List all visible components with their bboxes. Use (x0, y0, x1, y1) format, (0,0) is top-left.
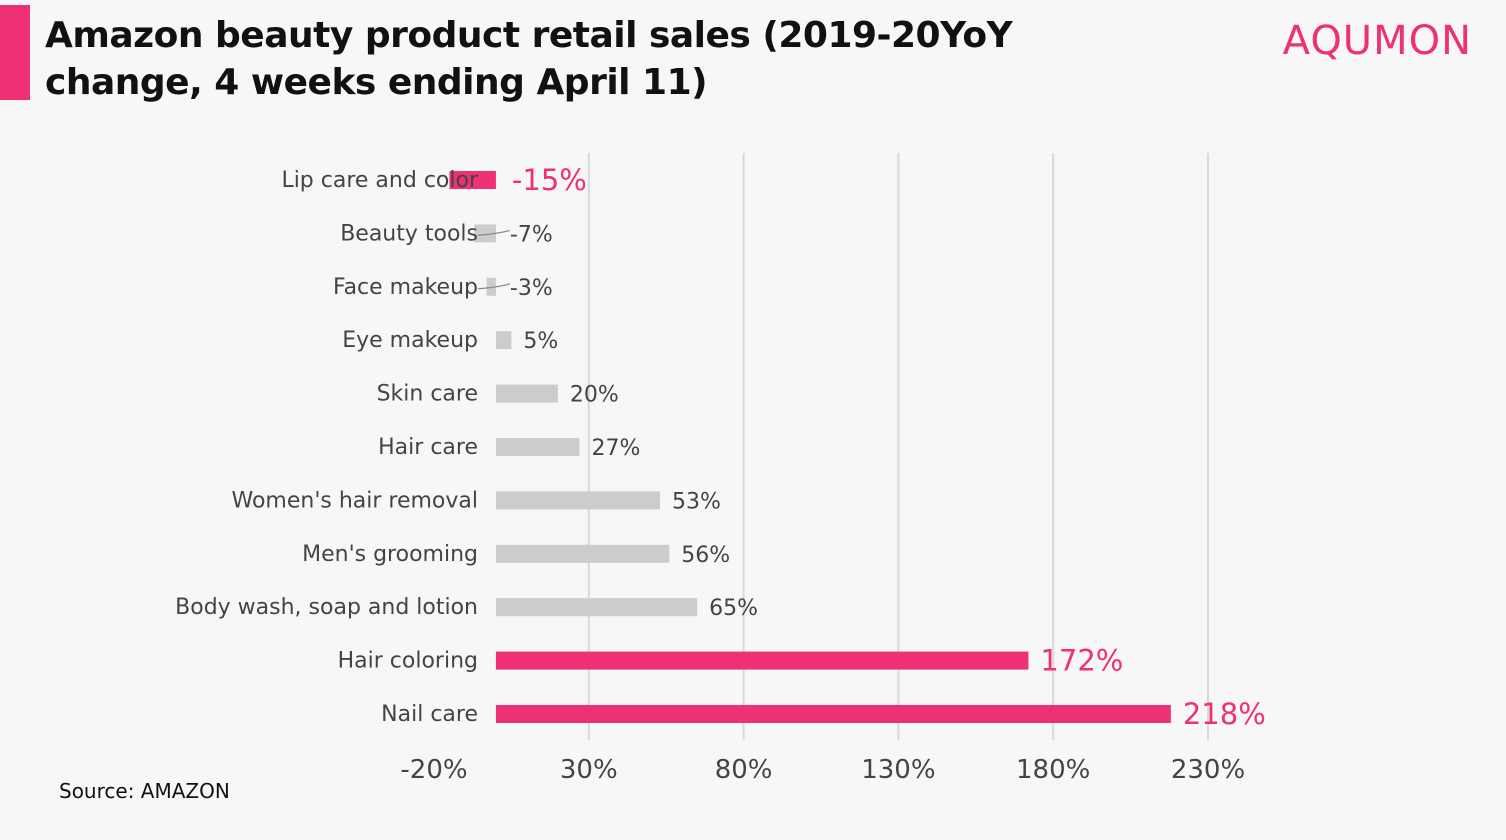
gridlines (587, 153, 1209, 740)
value-label: 65% (709, 596, 758, 621)
bar (495, 544, 670, 563)
category-label: Eye makeup (342, 328, 478, 353)
chart-title: Amazon beauty product retail sales (2019… (45, 15, 1013, 103)
category-labels: Lip care and color Beauty tools Face makeu… (175, 168, 479, 727)
value-label: 56% (681, 543, 730, 568)
bar (449, 171, 496, 189)
x-axis-ticks: -20% 30% 80% 130% 180% 230% (400, 755, 1245, 785)
category-label: Men's grooming (302, 542, 478, 567)
value-label: 172% (1040, 644, 1123, 678)
bar (495, 651, 1029, 670)
category-label: Skin care (377, 382, 478, 407)
bars (449, 171, 1171, 723)
category-label: Lip care and color (281, 168, 479, 193)
brand-logo: AQUMON (1282, 18, 1472, 64)
value-labels: -15% -7% -3% 5% 20% 27% 53% 56% 65% 172% 218% (477, 163, 1266, 731)
leader-line (477, 283, 511, 290)
x-tick-label: 30% (560, 755, 618, 785)
x-tick-label: 230% (1171, 755, 1245, 785)
x-tick-label: 130% (861, 755, 935, 785)
category-label: Women's hair removal (231, 488, 478, 513)
x-tick-label: -20% (400, 755, 467, 785)
title-accent-bar (0, 5, 30, 100)
value-label: -15% (512, 163, 587, 197)
value-label: 53% (672, 489, 721, 514)
bar (495, 598, 698, 617)
value-label: -7% (510, 222, 553, 247)
value-label: 218% (1183, 697, 1266, 731)
value-label: 5% (523, 329, 558, 354)
bar (495, 331, 512, 350)
category-label: Beauty tools (340, 221, 478, 246)
category-label: Body wash, soap and lotion (175, 595, 478, 620)
category-label: Hair care (378, 435, 478, 460)
source-note: Source: AMAZON (59, 779, 230, 803)
x-tick-label: 180% (1016, 755, 1090, 785)
x-tick-label: 80% (715, 755, 773, 785)
value-label: 27% (592, 436, 641, 461)
value-label: -3% (510, 276, 553, 301)
leader-line (477, 229, 511, 236)
category-label: Nail care (381, 702, 478, 727)
value-label: 20% (570, 383, 619, 408)
category-label: Hair coloring (338, 649, 478, 674)
bar (474, 224, 496, 243)
category-label: Face makeup (333, 275, 478, 300)
bar (495, 491, 661, 510)
bar (495, 705, 1171, 723)
bar (495, 384, 558, 403)
bar (495, 438, 580, 456)
